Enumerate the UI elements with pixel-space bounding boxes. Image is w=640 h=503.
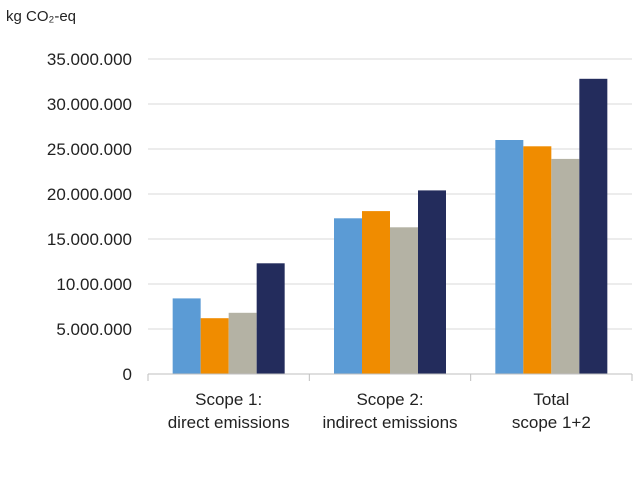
bar [256,263,285,374]
y-tick-label: 30.000.000 [47,95,132,114]
y-tick-label: 35.000.000 [47,50,132,69]
x-tick-label: scope 1+2 [512,413,591,432]
x-tick-labels: Scope 1: direct emissions Scope 2: indirect… [168,390,591,432]
bar [200,318,229,374]
axes [147,373,633,381]
y-tick-label: 0 [123,365,132,384]
bar [228,312,257,374]
bar [334,218,362,374]
y-tick-labels: 0 5.000.000 10.00.000 15.000.000 20.000.000 2… [47,50,132,384]
bar [390,227,418,374]
y-tick-label: 25.000.000 [47,140,132,159]
y-tick-label: 15.000.000 [47,230,132,249]
bar [172,298,201,374]
y-tick-label: 5.000.000 [56,320,132,339]
x-tick-label: Total [533,390,569,409]
bar [523,146,552,374]
x-tick-label: Scope 2: [356,390,423,409]
bar [495,140,524,374]
bars [172,78,608,375]
bar [551,158,580,374]
bar [418,190,446,374]
x-tick-label: Scope 1: [195,390,262,409]
y-tick-label: 20.000.000 [47,185,132,204]
x-tick-label: indirect emissions [322,413,457,432]
y-tick-label: 10.00.000 [56,275,132,294]
x-tick-label: direct emissions [168,413,290,432]
y-axis-unit-label: kg CO₂-eq [6,8,77,25]
bar [579,78,608,375]
bar [362,211,390,374]
